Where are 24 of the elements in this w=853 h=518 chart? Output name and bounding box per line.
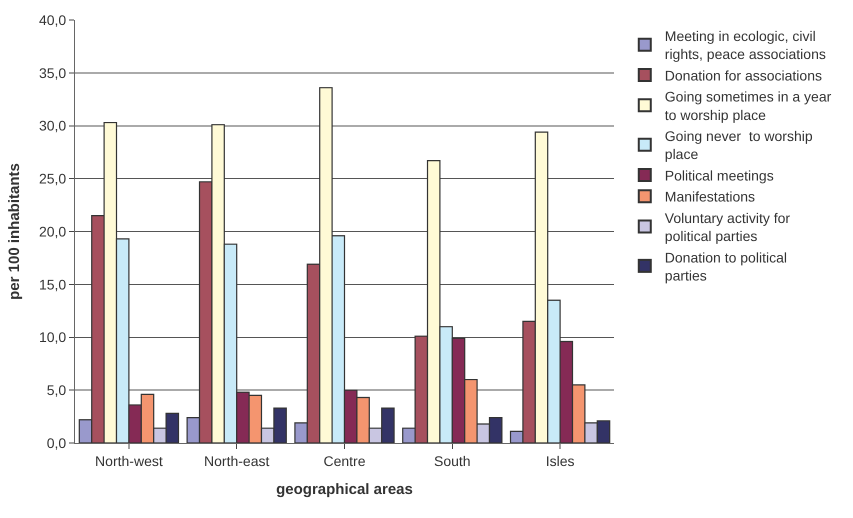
x-tick-label: North-east	[204, 452, 270, 469]
legend-label: Political meetings	[664, 167, 774, 184]
y-tick-label: 40,0	[38, 12, 66, 28]
y-tick-label: 20,0	[38, 223, 66, 240]
legend-label: Going never to worship place	[664, 128, 813, 162]
legend-label: Going sometimes in a year to worship place	[664, 88, 836, 123]
legend-label: Donation for associations	[664, 67, 822, 84]
y-tick-label: 10,0	[38, 329, 66, 346]
x-tick-label: Isles	[546, 452, 574, 469]
y-tick-label: 30,0	[38, 118, 66, 134]
x-axis-title: geographical areas	[276, 480, 413, 498]
y-tick-label: 0,0	[46, 434, 66, 451]
y-axis-title: per 100 inhabitants	[6, 163, 24, 300]
y-tick-label: 25,0	[38, 170, 66, 187]
y-tick-label: 35,0	[38, 64, 66, 81]
x-tick-label: North-west	[95, 452, 163, 469]
y-tick-label: 15,0	[38, 276, 66, 292]
y-tick-label: 5,0	[46, 382, 66, 398]
x-tick-label: South	[434, 452, 471, 469]
x-tick-label: Centre	[323, 452, 366, 469]
legend-label: Voluntary activity for political parties	[664, 210, 790, 244]
legend-label: Manifestations	[664, 188, 756, 205]
legend-label: Meeting in ecologic, civil rights, peace associations	[664, 28, 826, 62]
legend-label: Donation to political parties	[664, 249, 787, 284]
